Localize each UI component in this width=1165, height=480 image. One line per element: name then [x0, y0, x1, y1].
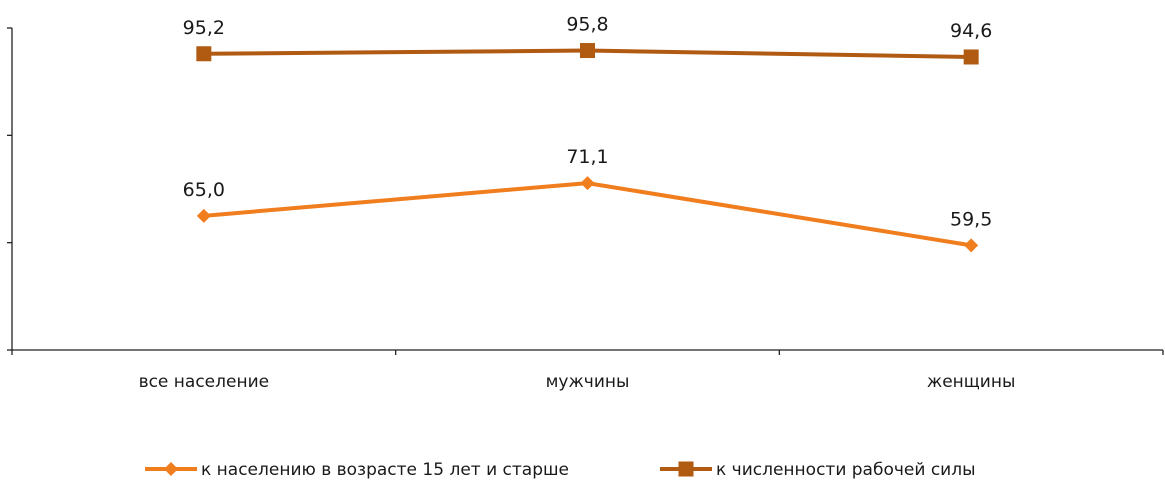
legend-label: к населению в возрасте 15 лет и старше: [201, 460, 569, 480]
legend-item: к населению в возрасте 15 лет и старше: [145, 460, 569, 480]
data-point-marker: [964, 238, 979, 253]
data-label: 59,5: [950, 208, 992, 230]
data-point-marker: [963, 49, 979, 65]
series-line-1: [203, 181, 972, 248]
legend-marker: [678, 461, 694, 477]
data-label: 95,8: [566, 14, 608, 36]
data-point-marker: [580, 176, 595, 191]
data-point-marker: [580, 43, 595, 59]
data-label: 94,6: [950, 20, 992, 42]
data-point-marker: [196, 46, 212, 62]
legend-label: к численности рабочей силы: [716, 460, 976, 480]
x-tick-label: женщины: [927, 372, 1016, 392]
data-label: 95,2: [183, 17, 225, 39]
x-tick-label: мужчины: [546, 372, 630, 392]
data-label: 71,1: [566, 146, 608, 168]
legend-item: к численности рабочей силы: [660, 460, 976, 480]
data-label: 65,0: [183, 179, 225, 201]
x-tick-labels: все население мужчины женщины: [139, 372, 1016, 392]
series-markers: [196, 43, 979, 253]
data-labels: 65,0 71,1 59,5 95,2 95,8 94,6: [183, 14, 993, 231]
legend-marker: [164, 462, 178, 476]
data-point-marker: [196, 208, 211, 223]
x-tick-label: все население: [139, 372, 270, 392]
legend: к населению в возрасте 15 лет и старше к …: [145, 460, 976, 480]
axes: [7, 27, 1164, 355]
